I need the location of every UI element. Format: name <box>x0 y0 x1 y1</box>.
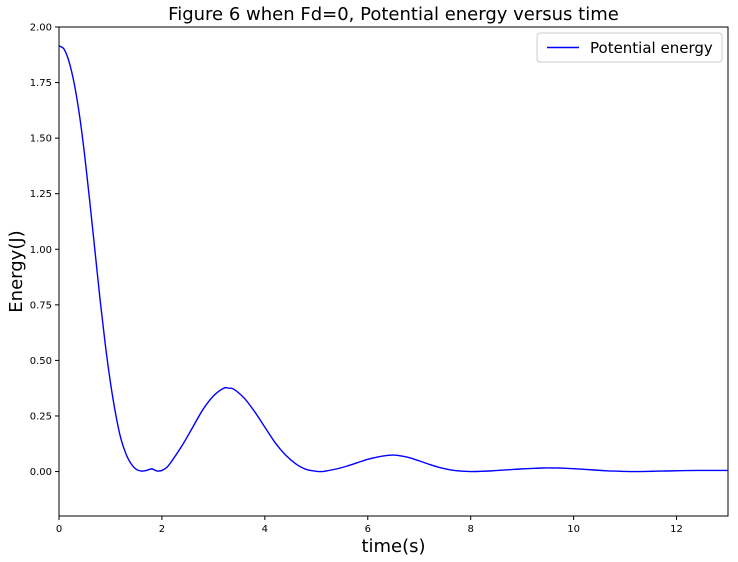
y-tick-label: 1.75 <box>30 78 52 89</box>
x-tick-label: 10 <box>567 524 580 535</box>
y-tick-label: 0.50 <box>30 356 52 367</box>
y-tick-label: 1.50 <box>30 134 52 145</box>
y-axis-label: Energy(J) <box>6 230 27 312</box>
y-tick-label: 1.00 <box>30 245 52 256</box>
legend: Potential energy <box>536 32 723 63</box>
legend-label-potential-energy: Potential energy <box>590 39 713 57</box>
x-axis: 0 2 4 6 8 10 12 <box>56 516 683 535</box>
y-tick-label: 0.75 <box>30 300 52 311</box>
x-tick-label: 2 <box>159 524 165 535</box>
plot-frame <box>58 26 729 517</box>
y-tick-label: 0.25 <box>30 411 52 422</box>
y-tick-label: 0.00 <box>30 467 52 478</box>
x-tick-label: 6 <box>365 524 371 535</box>
y-tick-label: 1.25 <box>30 189 52 200</box>
chart-title: Figure 6 when Fd=0, Potential energy ver… <box>168 4 619 25</box>
x-tick-label: 12 <box>670 524 683 535</box>
legend-box <box>536 32 723 63</box>
x-axis-label: time(s) <box>361 536 425 557</box>
x-tick-label: 4 <box>262 524 268 535</box>
plot-area <box>59 27 728 516</box>
y-axis: 0.00 0.25 0.50 0.75 1.00 1.25 1.50 1.75 2.00 <box>30 23 59 478</box>
y-tick-label: 2.00 <box>30 23 52 34</box>
x-tick-label: 0 <box>56 524 62 535</box>
series-line-potential-energy <box>59 45 728 473</box>
x-tick-label: 8 <box>468 524 474 535</box>
